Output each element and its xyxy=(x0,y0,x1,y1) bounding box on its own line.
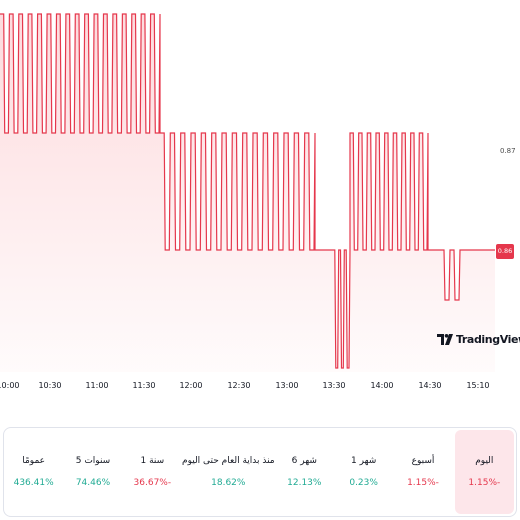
x-tick-label: 14:00 xyxy=(370,381,393,390)
period-tab[interactable]: 1 شهر 0.23% xyxy=(334,428,393,516)
period-change-value: 12.13% xyxy=(287,478,322,488)
x-tick-label: 13:00 xyxy=(275,381,298,390)
price-label-upper: 0.87 xyxy=(500,147,516,155)
period-change-value: 1.15%- xyxy=(468,478,501,488)
period-tab[interactable]: 6 شهر 12.13% xyxy=(275,428,334,516)
tradingview-wordmark: TradingView xyxy=(456,333,520,346)
period-tab[interactable]: عمومًا 436.41% xyxy=(4,428,63,516)
period-label: 1 شهر xyxy=(351,456,377,466)
period-tab[interactable]: 1 سنة 36.67%- xyxy=(123,428,182,516)
period-label: منذ بداية العام حتى اليوم xyxy=(182,456,275,466)
x-tick-label: 10:30 xyxy=(38,381,61,390)
x-tick-label: 11:30 xyxy=(132,381,155,390)
period-label: أسبوع xyxy=(411,456,435,466)
period-change-value: 1.15%- xyxy=(407,478,439,488)
x-tick-label: 10:00 xyxy=(0,381,20,390)
period-tab[interactable]: 5 سنوات 74.46% xyxy=(63,428,122,516)
period-label: عمومًا xyxy=(22,456,46,466)
x-tick-label: 14:30 xyxy=(418,381,441,390)
x-tick-label: 12:30 xyxy=(227,381,250,390)
x-axis: 10:00 10:30 11:00 11:30 12:00 12:30 13:00 13:30… xyxy=(0,381,490,390)
x-tick-label: 15:10 xyxy=(466,381,489,390)
price-area xyxy=(0,14,495,372)
period-tab[interactable]: اليوم 1.15%- xyxy=(454,430,514,514)
price-line xyxy=(0,13,495,369)
period-change-value: 0.23% xyxy=(349,478,378,488)
period-label: اليوم xyxy=(475,456,494,466)
tradingview-logo[interactable]: TradingView xyxy=(437,333,520,346)
period-label: 5 سنوات xyxy=(75,456,111,466)
x-tick-label: 13:30 xyxy=(322,381,345,390)
period-change-value: 18.62% xyxy=(211,478,246,488)
period-change-value: 36.67%- xyxy=(133,478,172,488)
performance-periods: اليوم 1.15%- أسبوع 1.15%- 1 شهر 0.23% 6 شهر 12.… xyxy=(3,427,517,517)
period-tab[interactable]: منذ بداية العام حتى اليوم 18.62% xyxy=(182,428,275,516)
x-tick-label: 11:00 xyxy=(85,381,108,390)
period-label: 6 شهر xyxy=(291,456,317,466)
tradingview-icon xyxy=(437,334,453,345)
period-change-value: 74.46% xyxy=(75,478,111,488)
period-tab[interactable]: أسبوع 1.15%- xyxy=(393,428,452,516)
current-price-badge: 0.86 xyxy=(496,244,514,259)
price-chart[interactable]: 10:00 10:30 11:00 11:30 12:00 12:30 13:00 13:30… xyxy=(0,0,520,400)
period-change-value: 436.41% xyxy=(13,478,54,488)
x-tick-label: 12:00 xyxy=(179,381,202,390)
period-label: 1 سنة xyxy=(140,456,165,466)
